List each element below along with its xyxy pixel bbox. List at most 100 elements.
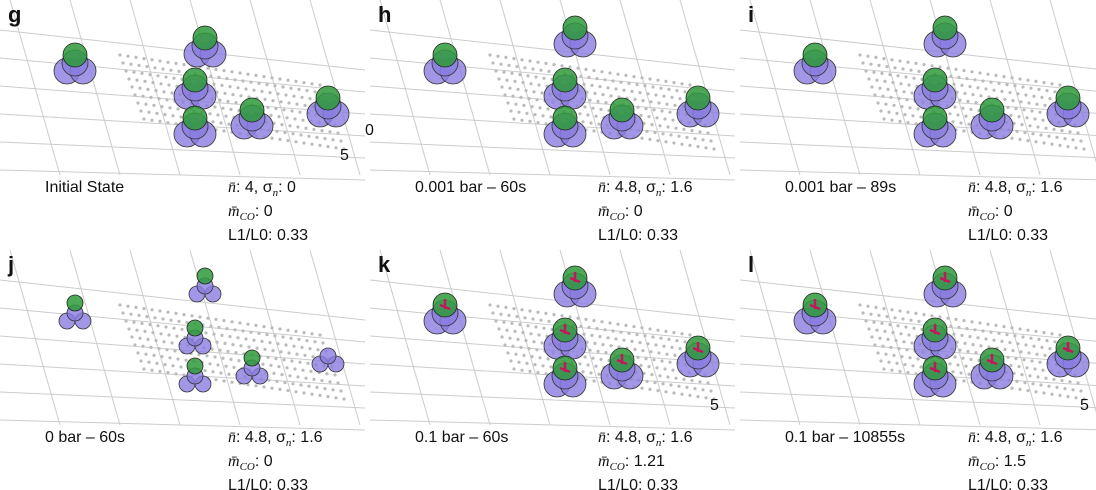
grid-line (0, 29, 366, 71)
surface-dot (142, 367, 146, 371)
surface-dot (591, 106, 595, 110)
grid-line (619, 0, 671, 176)
surface-dot (544, 372, 548, 376)
surface-dot (981, 79, 985, 83)
sigma-value: 1.6 (670, 429, 692, 446)
surface-dot (874, 305, 878, 309)
surface-dot (938, 315, 942, 319)
surface-dot (877, 313, 881, 317)
surface-dot (1016, 342, 1020, 346)
surface-dot (552, 63, 556, 67)
surface-dot (538, 356, 542, 360)
surface-dot (701, 138, 705, 142)
surface-dot (650, 373, 654, 377)
surface-dot (896, 74, 900, 78)
surface-dot (241, 79, 245, 83)
surface-dot (966, 99, 970, 103)
surface-dot (516, 87, 520, 91)
surface-dot (593, 91, 597, 95)
surface-dot (129, 62, 133, 66)
surface-dot (898, 59, 902, 63)
surface-dot (326, 395, 330, 399)
surface-dot (636, 105, 640, 109)
surface-dot (509, 359, 513, 363)
surface-dot (640, 386, 644, 390)
panel-letter: j (7, 252, 14, 277)
surface-dot (273, 334, 277, 338)
surface-dot (674, 376, 678, 380)
atom-green (186, 357, 204, 375)
surface-dot (644, 107, 648, 111)
surface-dot (236, 86, 240, 90)
surface-dot (502, 320, 506, 324)
surface-dot (260, 339, 264, 343)
surface-dot (589, 371, 593, 375)
surface-dot (1011, 349, 1015, 353)
surface-dot (1018, 77, 1022, 81)
surface-dot (560, 64, 564, 68)
surface-dot (908, 356, 912, 360)
surface-dot (884, 102, 888, 106)
surface-dot (1015, 379, 1019, 383)
surface-dot (534, 325, 538, 329)
surface-dot (287, 101, 291, 105)
surface-dot (497, 77, 501, 81)
surface-dot (266, 355, 270, 359)
surface-dot (648, 137, 652, 141)
surface-dot (295, 102, 299, 106)
grid-line (9, 249, 61, 426)
surface-dot (500, 335, 504, 339)
surface-dot (286, 328, 290, 332)
surface-dot (532, 340, 536, 344)
surface-dot (1023, 381, 1027, 385)
surface-dot (301, 368, 305, 372)
surface-dot (1028, 124, 1032, 128)
surface-dot (706, 131, 710, 135)
surface-dot (646, 342, 650, 346)
surface-dot (170, 91, 174, 95)
surface-dot (311, 355, 315, 359)
surface-dot (959, 371, 963, 375)
surface-dot (652, 358, 656, 362)
m-value: 0 (264, 203, 273, 220)
surface-dot (1045, 339, 1049, 343)
surface-dot (864, 69, 868, 73)
atom-green (315, 85, 341, 111)
surface-dot (1015, 129, 1019, 133)
surface-dot (223, 341, 227, 345)
atom-green (66, 294, 84, 312)
m-value: 1.21 (634, 453, 665, 470)
surface-dot (175, 334, 179, 338)
surface-dot (683, 340, 687, 344)
surface-dot (510, 321, 514, 325)
surface-dot (234, 101, 238, 105)
surface-dot (680, 392, 684, 396)
surface-dot (677, 134, 681, 138)
surface-dot (309, 369, 313, 373)
surface-dot (310, 82, 314, 86)
surface-dot (701, 388, 705, 392)
ratio-value: 0.33 (277, 477, 308, 490)
surface-dot (906, 310, 910, 314)
surface-dot (214, 378, 218, 382)
surface-dot (997, 81, 1001, 85)
surface-dot (1040, 345, 1044, 349)
surface-dot (579, 324, 583, 328)
surface-dot (151, 331, 155, 335)
surface-dot (237, 359, 241, 363)
surface-dot (883, 79, 887, 83)
surface-dot (174, 372, 178, 376)
surface-dot (967, 372, 971, 376)
surface-dot (151, 81, 155, 85)
m-sub: CO (610, 461, 625, 473)
co-molecule (1062, 342, 1074, 354)
surface-dot (675, 89, 679, 93)
surface-dot (704, 396, 708, 400)
sigma-label: , σ (267, 429, 286, 446)
surface-dot (278, 77, 282, 81)
grid-line (499, 249, 551, 426)
surface-dot (138, 336, 142, 340)
surface-dot (326, 145, 330, 149)
m-label: m̄ (598, 453, 610, 470)
surface-dot (696, 395, 700, 399)
